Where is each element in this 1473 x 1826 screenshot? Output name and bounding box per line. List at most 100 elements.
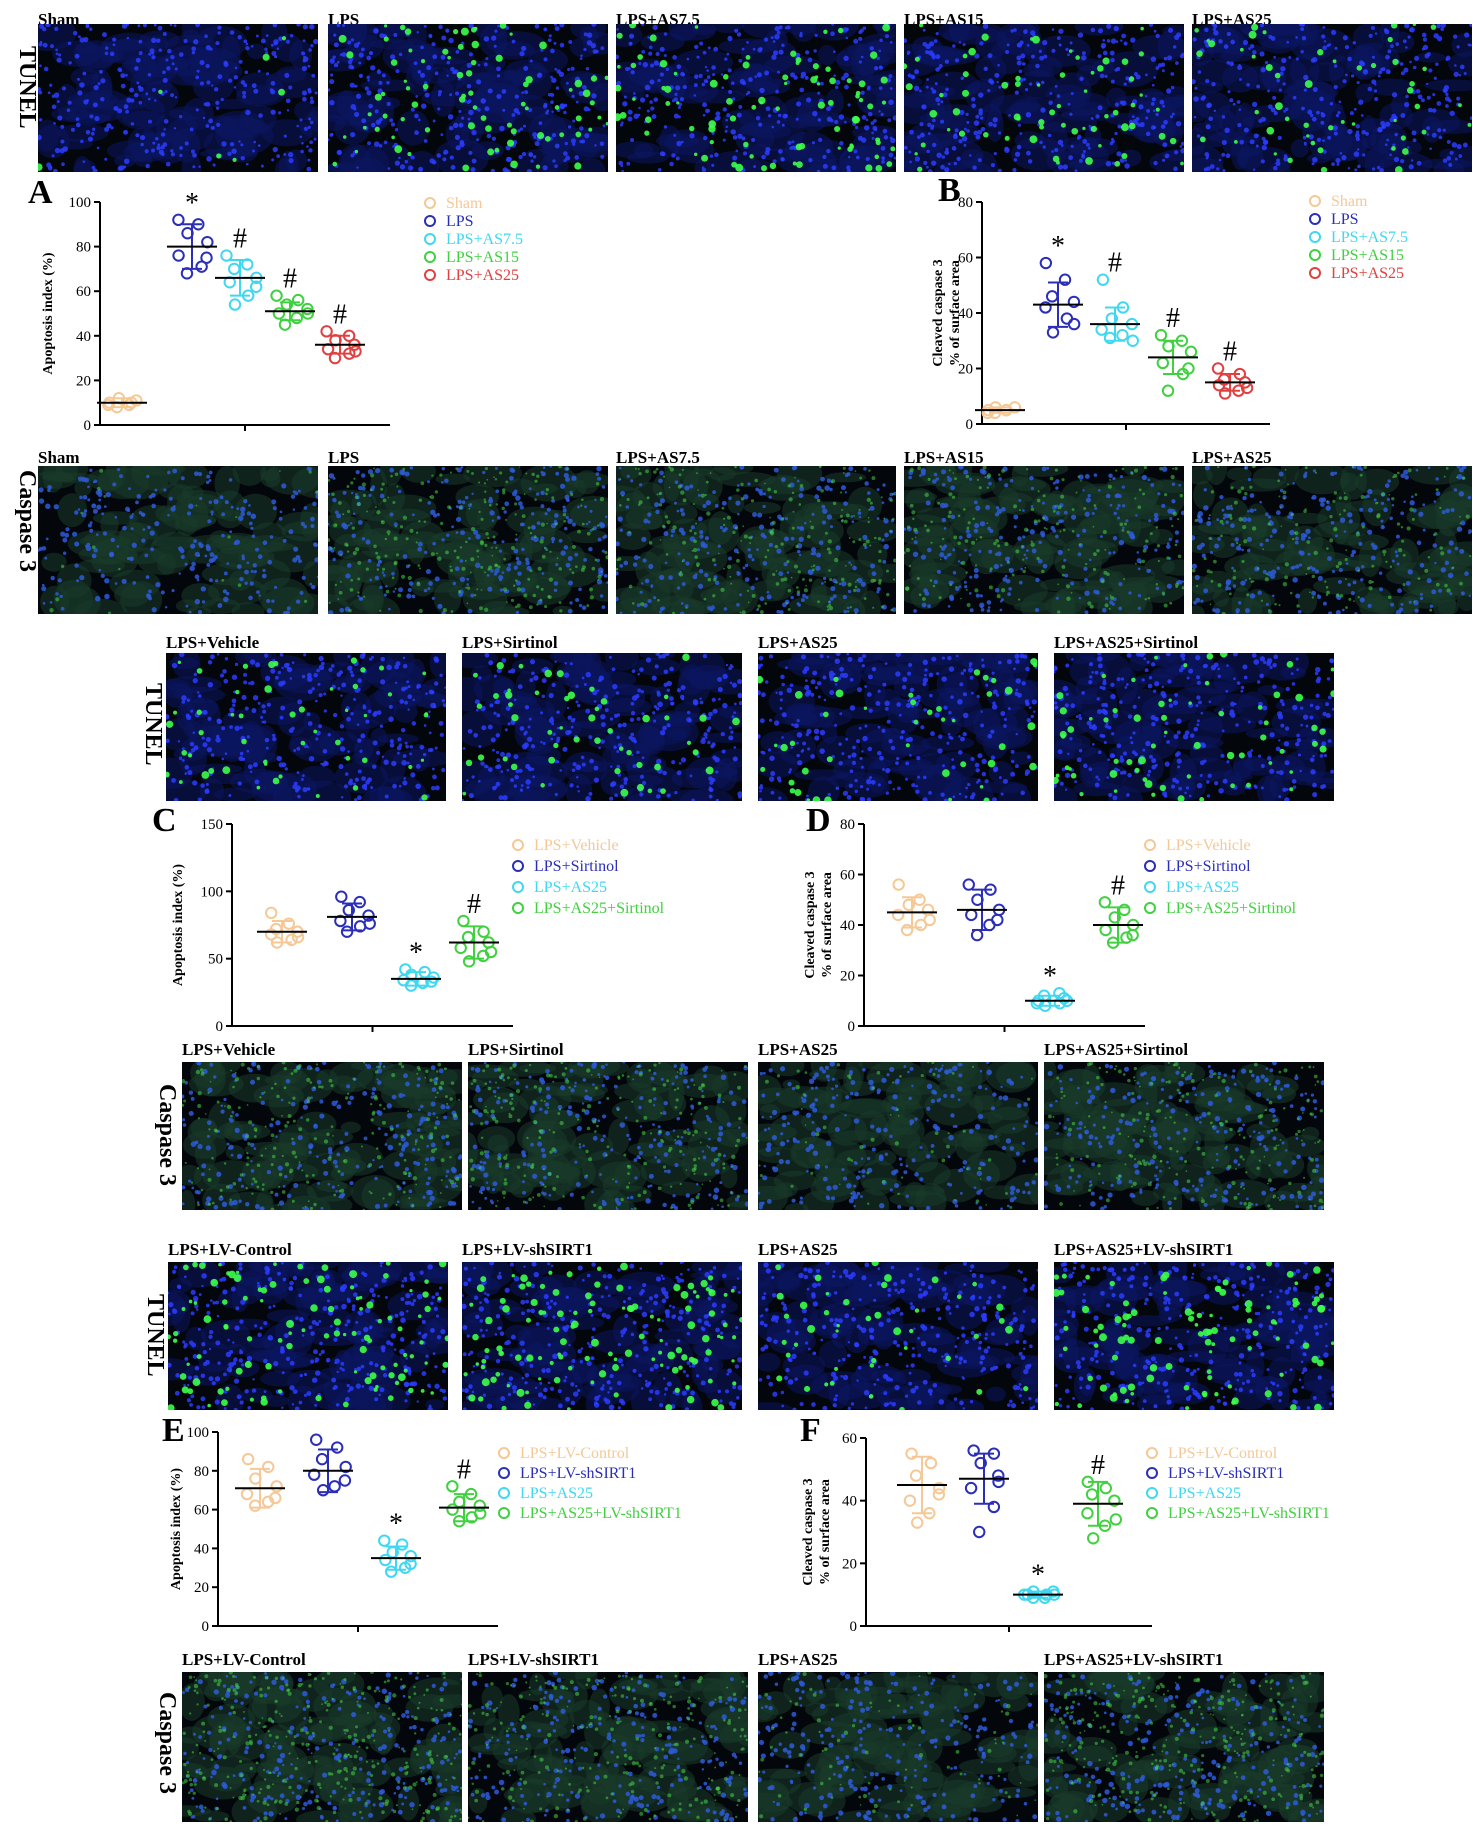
significance-marker: # <box>233 224 247 255</box>
stain-label: TUNEL <box>140 683 166 766</box>
legend-marker <box>1144 860 1156 872</box>
y-axis-label: Cleaved caspase 3 <box>931 259 946 366</box>
data-point <box>970 928 984 942</box>
data-point <box>291 293 305 307</box>
significance-marker: * <box>1031 1560 1045 1591</box>
legend-marker <box>498 1467 510 1479</box>
legend-marker <box>424 251 436 263</box>
data-point <box>477 925 490 938</box>
legend-entry: LPS <box>1331 211 1359 228</box>
micrograph-image <box>758 653 1038 801</box>
data-point <box>269 1491 282 1505</box>
y-axis-label: % of surface area <box>820 872 835 978</box>
data-point <box>1161 384 1175 397</box>
legend-marker <box>1309 195 1321 207</box>
data-point <box>964 1481 978 1495</box>
stain-label: Caspase 3 <box>14 470 40 573</box>
chart-panel-f: 0 20 40 60 Cleaved caspase 3% of surface are… <box>801 1431 1330 1635</box>
data-point <box>967 1444 980 1457</box>
data-point <box>1109 1513 1123 1526</box>
legend-marker <box>424 215 436 227</box>
data-point <box>1039 256 1053 270</box>
micrograph-image <box>758 1262 1038 1410</box>
data-point <box>335 890 348 903</box>
legend-marker <box>1144 881 1156 893</box>
data-point <box>290 311 303 325</box>
data-point <box>307 1468 321 1481</box>
data-point <box>338 1474 352 1487</box>
micrograph-image <box>468 1672 748 1822</box>
group-label: LPS+LV-shSIRT1 <box>462 1240 593 1259</box>
y-tick-label: 80 <box>194 1464 209 1480</box>
micrograph-image <box>38 24 318 172</box>
group-label: LPS+AS7.5 <box>616 448 700 467</box>
significance-marker: * <box>1043 961 1057 992</box>
y-tick-label: 40 <box>76 329 91 345</box>
data-point <box>1099 923 1112 937</box>
data-point <box>340 925 354 938</box>
legend-marker <box>1309 213 1321 225</box>
data-point <box>1156 356 1170 370</box>
data-point <box>282 917 296 930</box>
group-label: LPS+AS25 <box>1192 448 1272 467</box>
y-tick-label: 20 <box>842 1556 857 1572</box>
y-tick-label: 0 <box>216 1019 224 1035</box>
data-point <box>249 280 263 293</box>
significance-marker: # <box>333 299 347 330</box>
legend-entry: LPS+AS25+LV-shSIRT1 <box>1168 1505 1330 1522</box>
y-tick-label: 50 <box>208 952 223 968</box>
data-point <box>473 1499 486 1512</box>
micrograph-image <box>1192 466 1472 614</box>
stain-label: TUNEL <box>14 46 40 129</box>
stain-label: Caspase 3 <box>154 1084 180 1187</box>
significance-marker: * <box>409 937 423 968</box>
legend-entry: LPS+AS25 <box>1166 879 1239 896</box>
data-point <box>1053 986 1066 1000</box>
data-point <box>1046 326 1060 339</box>
legend-marker <box>1146 1487 1158 1499</box>
micrograph-image <box>904 466 1184 614</box>
group-label: Sham <box>38 448 80 467</box>
data-point <box>404 1549 417 1563</box>
data-point <box>905 1447 918 1460</box>
legend-entry: LPS+AS25 <box>1331 265 1404 282</box>
data-point <box>102 398 115 412</box>
group-label: LPS+Vehicle <box>182 1040 276 1059</box>
data-point <box>1099 1481 1112 1495</box>
data-point <box>454 941 467 955</box>
legend-marker <box>512 881 524 893</box>
y-tick-label: 20 <box>958 362 973 378</box>
legend-marker <box>498 1507 510 1519</box>
data-point <box>909 1469 923 1482</box>
micrograph-image <box>1044 1672 1324 1822</box>
data-point <box>1067 317 1081 331</box>
data-point <box>992 1475 1005 1489</box>
data-point <box>484 945 498 959</box>
legend-marker <box>1144 839 1156 851</box>
chart-panel-c: 0 50 100 150 Apoptosis index (%) LPS+Vehicle L… <box>171 817 665 1035</box>
data-point <box>932 1488 946 1501</box>
legend-entry: LPS+LV-Control <box>1168 1445 1278 1462</box>
y-tick-label: 20 <box>840 969 855 985</box>
data-point <box>1218 387 1232 400</box>
data-point <box>462 955 476 968</box>
chart-panel-d: 0 20 40 60 80 Cleaved caspase 3% of surface a… <box>803 817 1297 1035</box>
y-tick-label: 40 <box>194 1541 209 1557</box>
data-point <box>965 908 978 922</box>
data-point <box>892 878 905 891</box>
legend-entry: Sham <box>1331 193 1368 210</box>
micrograph-image <box>758 1062 1038 1210</box>
data-point <box>315 1452 329 1466</box>
data-point <box>446 1480 459 1493</box>
data-point <box>1126 928 1139 942</box>
data-point <box>1030 997 1044 1010</box>
data-point <box>363 917 376 930</box>
y-tick-label: 40 <box>840 918 855 934</box>
data-point <box>933 1481 946 1495</box>
micrograph-image <box>182 1672 462 1822</box>
group-label: LPS <box>328 448 360 467</box>
data-point <box>272 307 286 320</box>
panel-letter-b: B <box>938 172 961 209</box>
data-point <box>1154 329 1168 342</box>
legend-entry: LPS+LV-shSIRT1 <box>520 1465 636 1482</box>
